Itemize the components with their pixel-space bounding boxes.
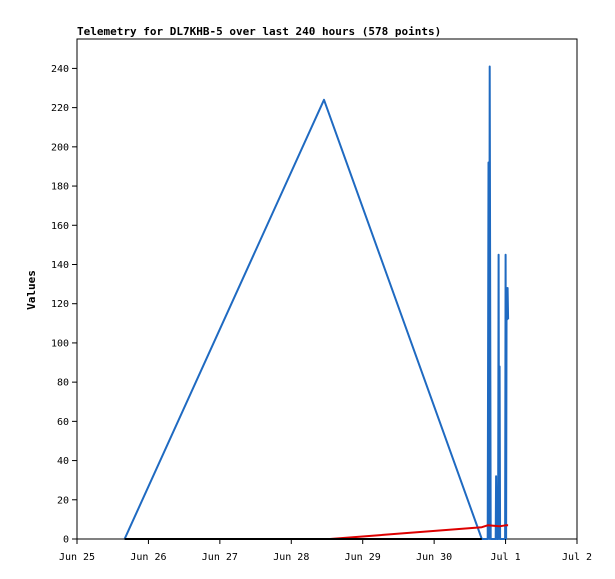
y-tick-label: 140 <box>51 260 69 271</box>
y-tick-label: 40 <box>57 456 69 467</box>
y-axis-label: Values <box>25 270 38 310</box>
y-tick-label: 80 <box>57 378 69 389</box>
x-axis-ticks: Jun 25 Jun 26 Jun 27 Jun 28 Jun 29 Jun 30 Jul … <box>59 539 592 563</box>
x-tick-label: Jul 2 <box>562 552 592 563</box>
series-line-1 <box>123 65 510 540</box>
series-line-2 <box>329 524 509 540</box>
y-tick-label: 60 <box>57 417 69 428</box>
x-tick-label: Jun 25 <box>59 552 95 563</box>
x-tick-label: Jun 30 <box>416 552 452 563</box>
series-layer <box>123 65 510 540</box>
chart-title: Telemetry for DL7KHB-5 over last 240 hou… <box>77 25 441 38</box>
y-tick-label: 180 <box>51 182 69 193</box>
y-tick-label: 120 <box>51 299 69 310</box>
y-tick-label: 0 <box>63 535 69 546</box>
y-tick-label: 20 <box>57 495 69 506</box>
y-tick-label: 240 <box>51 64 69 75</box>
y-tick-label: 220 <box>51 103 69 114</box>
x-tick-label: Jul 1 <box>491 552 521 563</box>
y-tick-label: 160 <box>51 221 69 232</box>
y-axis-ticks: 0 20 40 60 80 100 120 140 160 180 200 220 240 <box>51 64 77 546</box>
x-tick-label: Jun 28 <box>273 552 309 563</box>
y-tick-label: 100 <box>51 338 69 349</box>
x-tick-label: Jun 26 <box>130 552 166 563</box>
x-tick-label: Jun 29 <box>345 552 381 563</box>
plot-area-frame <box>76 38 578 540</box>
x-tick-label: Jun 27 <box>202 552 238 563</box>
y-tick-label: 200 <box>51 142 69 153</box>
